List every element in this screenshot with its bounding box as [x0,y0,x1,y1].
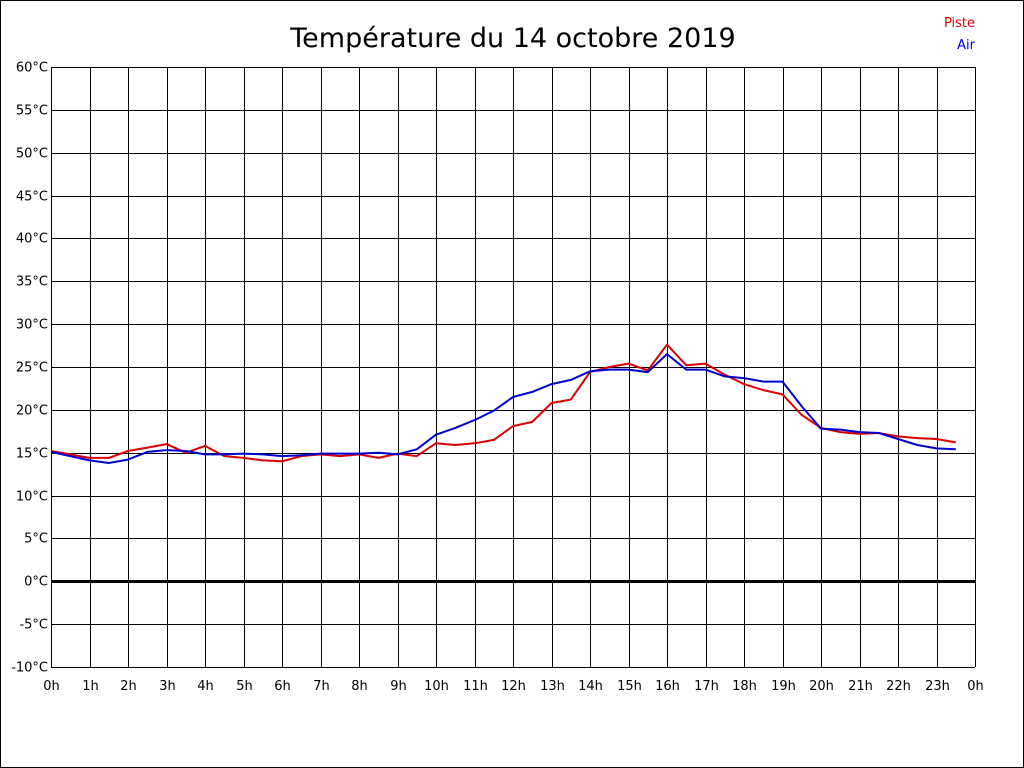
x-tick-label: 6h [274,679,291,694]
x-tick-label: 11h [463,679,488,694]
x-tick-label: 21h [848,679,873,694]
x-axis-ticks: 0h 1h 2h 3h 4h 5h 6h 7h 8h 9h 10h 11h 12h 13h 14h 15h 16… [43,679,984,694]
y-tick-label: 30°C [16,318,48,333]
grid [51,67,976,668]
y-tick-label: 40°C [16,232,48,247]
series [50,343,956,464]
x-tick-label: 20h [809,679,834,694]
y-tick-label: -10°C [11,661,48,676]
x-tick-label: 4h [197,679,214,694]
y-tick-label: 25°C [16,361,48,376]
x-tick-label: 8h [351,679,368,694]
x-tick-label: 1h [82,679,99,694]
x-tick-label: 12h [501,679,526,694]
x-tick-label: 2h [120,679,137,694]
y-tick-label: 10°C [16,490,48,505]
x-tick-label: 0h [43,679,60,694]
legend-piste: Piste [944,16,975,31]
x-tick-label: 0h [967,679,984,694]
series-line-air [50,353,956,464]
x-tick-label: 7h [313,679,330,694]
y-tick-label: 45°C [16,190,48,205]
y-tick-label: 60°C [16,61,48,76]
x-tick-label: 10h [424,679,449,694]
y-tick-label: 35°C [16,275,48,290]
y-tick-label: 50°C [16,147,48,162]
chart-title: Température du 14 octobre 2019 [289,23,735,54]
x-tick-label: 5h [236,679,253,694]
y-tick-label: 20°C [16,404,48,419]
legend-air: Air [957,38,976,53]
y-axis-ticks: 60°C 55°C 50°C 45°C 40°C 35°C 30°C 25°C 20°C 15°C… [11,61,48,676]
x-tick-label: 22h [886,679,911,694]
x-tick-label: 23h [925,679,950,694]
x-tick-label: 18h [732,679,757,694]
y-tick-label: 55°C [16,104,48,119]
y-tick-label: 5°C [24,532,48,547]
x-tick-label: 9h [390,679,407,694]
x-tick-label: 3h [159,679,176,694]
x-tick-label: 16h [655,679,680,694]
y-tick-label: -5°C [19,618,48,633]
y-tick-label: 0°C [24,575,48,590]
y-tick-label: 15°C [16,447,48,462]
series-line-piste [50,343,956,463]
x-tick-label: 13h [540,679,565,694]
x-tick-label: 14h [578,679,603,694]
x-tick-label: 17h [694,679,719,694]
x-tick-label: 19h [771,679,796,694]
x-tick-label: 15h [617,679,642,694]
